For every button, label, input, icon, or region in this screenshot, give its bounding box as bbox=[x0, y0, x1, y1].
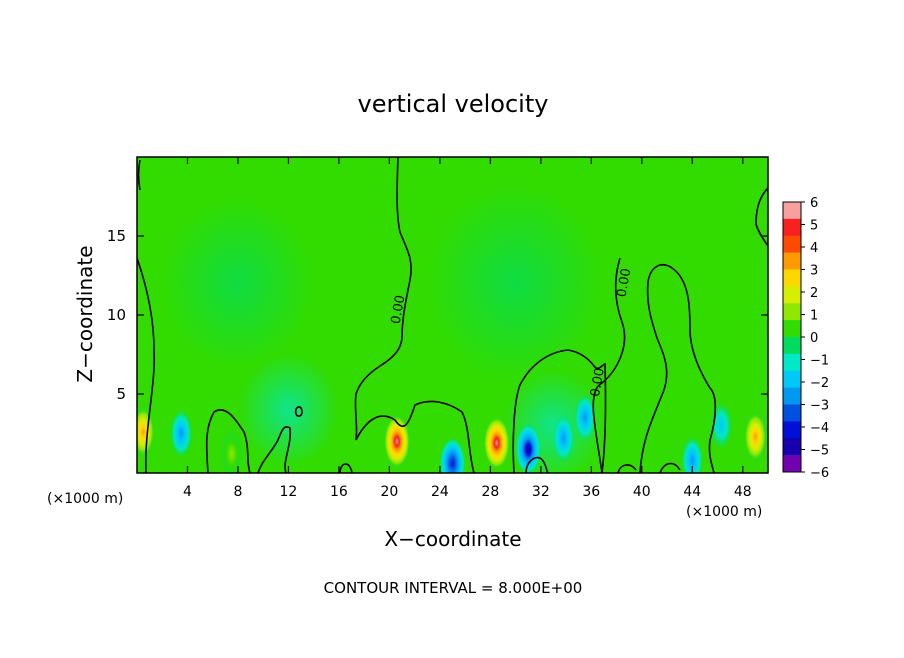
colorbar-swatch bbox=[783, 218, 801, 237]
colorbar-tick-label: −5 bbox=[810, 444, 829, 459]
colorbar-tick-label: 2 bbox=[810, 286, 818, 301]
contour-line bbox=[137, 159, 141, 191]
contour-line bbox=[294, 406, 303, 417]
y-tick-label: 5 bbox=[116, 385, 126, 403]
footnote: CONTOUR INTERVAL = 8.000E+00 bbox=[324, 579, 583, 597]
colorbar-swatch bbox=[783, 421, 801, 439]
colorbar-swatch bbox=[783, 404, 801, 422]
contour-line bbox=[355, 400, 475, 473]
colorbar-swatch bbox=[783, 438, 801, 456]
x-unit-right: (×1000 m) bbox=[686, 504, 762, 520]
contour-label: 0.00 bbox=[588, 367, 608, 398]
contour-line bbox=[708, 387, 717, 473]
x-tick-label: 32 bbox=[532, 484, 550, 500]
contour-label: 0.00 bbox=[615, 267, 635, 298]
contour-line bbox=[512, 349, 607, 473]
field-region bbox=[237, 352, 339, 467]
x-tick-label: 20 bbox=[380, 484, 398, 500]
downdraft-cell bbox=[552, 414, 575, 463]
x-tick-label: 28 bbox=[481, 484, 499, 500]
updraft-cell bbox=[483, 416, 510, 469]
field-region bbox=[427, 183, 604, 383]
contour-line bbox=[639, 264, 711, 473]
updraft-cell bbox=[383, 415, 410, 468]
colorbar-swatch bbox=[783, 337, 801, 355]
contour-line bbox=[525, 456, 549, 473]
contour-line bbox=[592, 257, 626, 473]
x-tick-label: 4 bbox=[183, 484, 192, 500]
contour-labels: 0.00 0.00 0.00 bbox=[389, 267, 635, 398]
contour-line bbox=[659, 462, 681, 473]
x-tick-label: 16 bbox=[330, 484, 348, 500]
colorbar-swatch bbox=[783, 269, 801, 287]
x-tick-label: 8 bbox=[233, 484, 242, 500]
colorbar-swatch bbox=[783, 353, 801, 372]
contour-line bbox=[257, 425, 292, 473]
downdraft-cell bbox=[170, 409, 193, 458]
colorbar-tick-label: 5 bbox=[810, 219, 818, 234]
field-region bbox=[603, 319, 680, 406]
x-tick-label: 40 bbox=[633, 484, 651, 500]
colorbar-tick-label: 1 bbox=[810, 309, 818, 324]
colorbar-swatch bbox=[783, 235, 801, 253]
field-region bbox=[162, 198, 314, 369]
y-tick-label: 15 bbox=[107, 227, 126, 245]
chart-title: vertical velocity bbox=[358, 90, 549, 118]
updraft-cell bbox=[137, 407, 155, 456]
colorbar-swatch bbox=[783, 286, 801, 304]
x-tick-label: 44 bbox=[683, 484, 701, 500]
y-axis-ticks: 5 10 15 bbox=[107, 227, 768, 403]
contour-line bbox=[755, 187, 768, 247]
colorbar-tick-label: −1 bbox=[810, 354, 829, 369]
x-unit-left: (×1000 m) bbox=[47, 491, 123, 507]
colorbar-tick-label: 4 bbox=[810, 241, 818, 256]
colorbar-tick-label: −6 bbox=[810, 466, 829, 481]
downdraft-cell bbox=[439, 437, 466, 473]
colorbar-swatch bbox=[783, 370, 801, 388]
updraft-cell bbox=[744, 412, 767, 461]
contour-line bbox=[339, 463, 353, 473]
updraft-cell bbox=[220, 430, 243, 473]
colorbar-swatch bbox=[783, 202, 801, 220]
y-tick-label: 10 bbox=[107, 306, 126, 324]
colorbar-tick-label: −2 bbox=[810, 376, 829, 391]
x-tick-label: 24 bbox=[431, 484, 449, 500]
zero-contours bbox=[137, 157, 768, 473]
colorbar-swatch bbox=[783, 303, 801, 321]
downdraft-cell bbox=[574, 393, 597, 442]
colorbar-tick-label: 3 bbox=[810, 264, 818, 279]
colorbar-swatch bbox=[783, 387, 801, 405]
contour-line bbox=[205, 409, 251, 473]
x-tick-label: 36 bbox=[582, 484, 600, 500]
velocity-field bbox=[137, 157, 768, 473]
colorbar-tick-label: 6 bbox=[810, 196, 818, 211]
contour-label: 0.00 bbox=[389, 294, 409, 325]
contour-line bbox=[617, 464, 637, 473]
colorbar-tick-label: −4 bbox=[810, 421, 829, 436]
contour-line bbox=[354, 157, 412, 441]
x-tick-label: 12 bbox=[280, 484, 298, 500]
x-axis-label: X−coordinate bbox=[384, 527, 521, 551]
colorbar-swatch bbox=[783, 320, 801, 338]
colorbar-tick-label: −3 bbox=[810, 399, 829, 414]
x-axis-ticks: 4 8 12 16 20 24 28 32 36 40 44 48 bbox=[183, 157, 752, 500]
colorbar-swatch bbox=[783, 455, 801, 473]
y-axis-label: Z−coordinate bbox=[73, 245, 97, 382]
colorbar-swatch bbox=[783, 252, 801, 270]
colorbar-tick-label: 0 bbox=[810, 331, 818, 346]
downdraft-cell bbox=[515, 423, 542, 473]
x-tick-label: 48 bbox=[734, 484, 752, 500]
colorbar: 6 5 4 3 2 1 0 −1 −2 −3 −4 −5 −6 bbox=[782, 196, 829, 481]
downdraft-cell bbox=[681, 436, 704, 473]
contour-line bbox=[137, 257, 156, 473]
